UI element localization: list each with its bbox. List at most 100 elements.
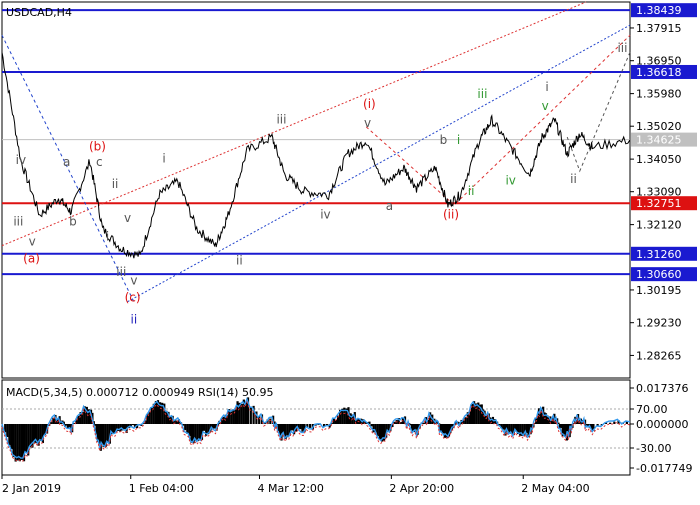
level-label: 1.36618 — [636, 66, 682, 79]
price-tick-label: 1.34050 — [636, 153, 682, 166]
wave-label: i — [545, 80, 548, 94]
macd-bar — [299, 424, 301, 429]
level-label: 1.31260 — [636, 248, 682, 261]
wave-label: iii — [477, 87, 487, 101]
macd-bar — [19, 424, 21, 461]
macd-bar — [269, 419, 271, 424]
wave-label: iii — [276, 112, 286, 126]
wave-label: i — [457, 133, 460, 147]
indicator-tick-label: 0.000000 — [636, 418, 689, 431]
wave-label: c — [96, 155, 103, 169]
chart-title: USDCAD,H4 — [6, 6, 72, 19]
time-tick-label: 1 Feb 04:00 — [129, 482, 194, 495]
macd-bar — [40, 424, 42, 441]
macd-bar — [373, 424, 375, 432]
macd-bar — [379, 424, 381, 439]
macd-bar — [151, 408, 153, 424]
price-tick-label: 1.35020 — [636, 120, 682, 133]
indicator-tick-label: -30.00 — [636, 442, 671, 455]
wave-label: ii — [236, 253, 243, 267]
indicator-label: MACD(5,34,5) 0.000712 0.000949 RSI(14) 5… — [6, 386, 273, 399]
macd-bar — [234, 408, 236, 424]
price-tick-label: 1.30195 — [636, 284, 682, 297]
price-tick-label: 1.28265 — [636, 349, 682, 362]
wave-label: (b) — [89, 140, 106, 154]
wave-label: iv — [16, 153, 26, 167]
wave-label: v — [364, 116, 371, 130]
macd-bar — [107, 424, 109, 442]
price-tick-label: 1.32120 — [636, 219, 682, 232]
wave-label: ii — [570, 172, 577, 186]
wave-label: ii — [112, 177, 119, 191]
level-label: 1.32751 — [636, 197, 682, 210]
macd-bar — [21, 424, 23, 460]
wave-label: iii — [617, 41, 627, 55]
wave-label: v — [29, 235, 36, 249]
macd-bar — [609, 423, 611, 424]
macd-bar — [25, 424, 27, 453]
macd-bar — [50, 422, 52, 424]
macd-bar — [250, 407, 252, 424]
indicator-tick-label: 0.017376 — [636, 382, 689, 395]
wave-label: (ii) — [443, 208, 459, 222]
time-tick-label: 4 Mar 12:00 — [257, 482, 323, 495]
macd-bar — [10, 424, 12, 449]
macd-bar — [169, 417, 171, 424]
macd-bar — [155, 401, 157, 424]
macd-bar — [213, 424, 215, 429]
wave-label: ii — [131, 313, 138, 327]
price-tick-label: 1.29230 — [636, 317, 682, 330]
macd-bar — [301, 424, 303, 432]
wave-label: a — [386, 199, 393, 213]
macd-bar — [17, 424, 19, 460]
time-tick-label: 2 Apr 20:00 — [389, 482, 454, 495]
wave-label: v — [542, 99, 549, 113]
wave-label: (c) — [125, 291, 141, 305]
macd-bar — [465, 417, 467, 424]
wave-label: i — [106, 230, 109, 244]
wave-label: iv — [320, 208, 330, 222]
wave-label: b — [440, 133, 448, 147]
macd-bar — [184, 424, 186, 430]
time-tick-label: 2 May 04:00 — [521, 482, 589, 495]
wave-label: a — [63, 155, 70, 169]
wave-label: iii — [116, 265, 126, 279]
macd-bar — [102, 424, 104, 447]
wave-label: ii — [468, 184, 475, 198]
current-price-label: 1.34625 — [636, 134, 682, 147]
macd-bar — [199, 424, 201, 441]
macd-bar — [232, 409, 234, 424]
indicator-tick-label: -0.017749 — [636, 462, 692, 475]
level-label: 1.30660 — [636, 268, 682, 281]
price-pane — [2, 2, 630, 378]
price-tick-label: 1.37915 — [636, 22, 682, 35]
macd-bar — [6, 424, 8, 437]
macd-bar — [423, 423, 425, 424]
wave-label: v — [130, 274, 137, 288]
wave-label: (a) — [23, 252, 40, 266]
time-tick-label: 2 Jan 2019 — [2, 482, 61, 495]
time-axis: 2 Jan 2019 1 Feb 04:00 4 Mar 12:00 2 Apr 20… — [2, 475, 590, 495]
wave-label: b — [69, 214, 77, 228]
macd-bar — [132, 424, 134, 425]
macd-bar — [113, 424, 115, 433]
macd-bar — [291, 424, 293, 430]
macd-bar — [149, 412, 151, 424]
macd-bar — [123, 424, 125, 429]
macd-bar — [309, 424, 311, 428]
price-tick-label: 1.33090 — [636, 186, 682, 199]
wave-label: iii — [13, 214, 23, 228]
wave-label: v — [124, 211, 131, 225]
macd-bar — [12, 424, 14, 457]
wave-label: i — [162, 152, 165, 166]
macd-bar — [8, 424, 10, 445]
macd-bar — [475, 403, 477, 424]
price-tick-label: 1.36950 — [636, 55, 682, 68]
level-label: 1.38439 — [636, 4, 682, 17]
price-tick-label: 1.35980 — [636, 88, 682, 101]
indicator-tick-label: 70.00 — [636, 403, 668, 416]
wave-label: iv — [505, 174, 515, 188]
macd-bar — [203, 424, 205, 431]
